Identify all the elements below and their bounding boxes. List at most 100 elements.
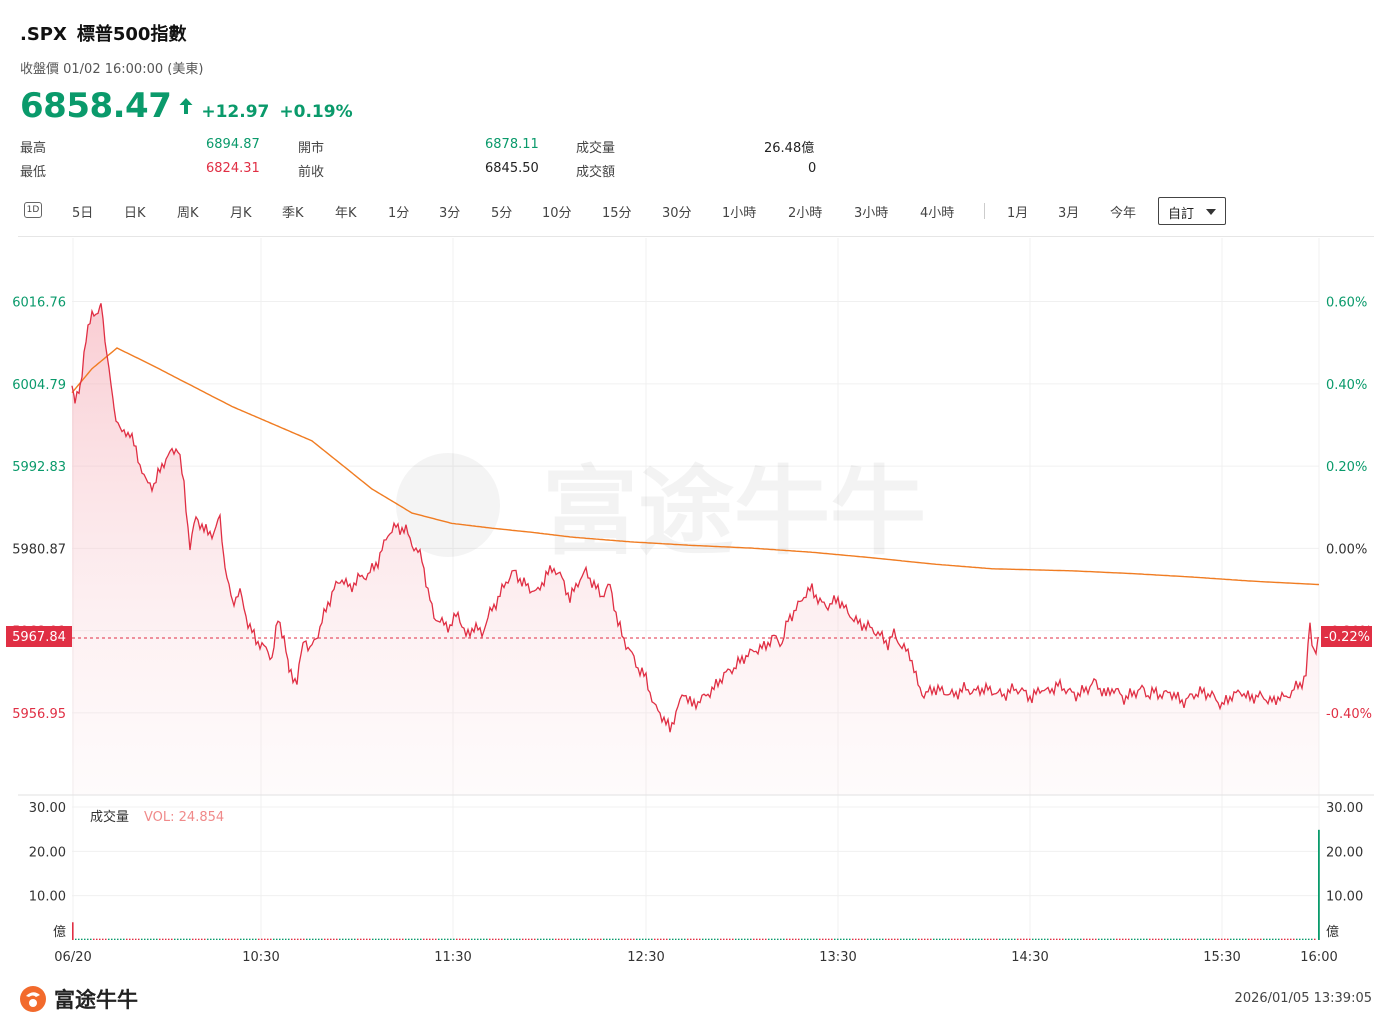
volume-bar — [759, 938, 761, 940]
volume-bar — [585, 938, 587, 940]
open-value: 6878.11 — [485, 137, 539, 152]
volume-bar — [84, 938, 86, 940]
volume-bar — [1164, 938, 1166, 940]
volume-bar — [1215, 938, 1217, 940]
volume-bar — [1173, 938, 1175, 940]
volume-bar — [210, 938, 212, 940]
volume-bar — [570, 938, 572, 940]
volume-bar — [108, 938, 110, 940]
x-tick-label: 11:30 — [434, 950, 471, 965]
volume-bar — [1266, 938, 1268, 940]
period-item[interactable]: 年K — [335, 206, 357, 221]
volume-bar — [1023, 938, 1025, 940]
volume-bar — [426, 938, 428, 940]
period-item[interactable]: 月K — [230, 206, 252, 221]
range-item[interactable]: 1月 — [1007, 206, 1029, 221]
volume-bar — [690, 938, 692, 940]
volume-bar — [840, 938, 842, 940]
volume-pane: 30.00 30.00 20.00 20.00 10.00 10.00 億 億 — [29, 801, 1363, 940]
volume-bar — [987, 938, 989, 940]
period-item[interactable]: 15分 — [602, 206, 632, 221]
y-tick-label: 6004.79 — [12, 378, 66, 393]
volume-bar — [624, 938, 626, 940]
volume-bar — [516, 938, 518, 940]
period-item[interactable]: 周K — [177, 206, 199, 221]
volume-bar — [654, 938, 656, 940]
volume-bar — [1182, 938, 1184, 940]
period-item[interactable]: 日K — [124, 206, 146, 221]
intraday-icon[interactable]: 1D — [24, 202, 42, 218]
volume-bar — [477, 938, 479, 940]
range-item[interactable]: 3月 — [1058, 206, 1080, 221]
volume-bar — [837, 938, 839, 940]
volume-bar — [681, 938, 683, 940]
volume-bar — [1236, 938, 1238, 940]
volume-bar — [1185, 938, 1187, 940]
period-item[interactable]: 10分 — [542, 206, 572, 221]
volume-bar — [789, 938, 791, 940]
volume-bar — [381, 938, 383, 940]
volume-bar — [756, 938, 758, 940]
volume-bar — [87, 938, 89, 940]
volume-bar — [198, 938, 200, 940]
volume-bar — [1308, 938, 1310, 940]
range-item[interactable]: 今年 — [1110, 206, 1137, 221]
volume-bar — [537, 938, 539, 940]
volume-bar — [315, 938, 317, 940]
period-item[interactable]: 5分 — [491, 206, 513, 221]
volume-bar — [657, 938, 659, 940]
volume-bar — [258, 938, 260, 940]
volume-bar — [339, 938, 341, 940]
x-tick-label: 14:30 — [1011, 950, 1048, 965]
volume-bar — [294, 938, 296, 940]
volume-bar — [990, 938, 992, 940]
volume-bar — [522, 938, 524, 940]
period-item[interactable]: 5日 — [72, 206, 94, 221]
volume-bar — [1047, 938, 1049, 940]
custom-range-dropdown[interactable]: 自訂 — [1158, 197, 1226, 225]
y-tick-pct-label: 0.00% — [1326, 542, 1367, 557]
volume-bar — [1209, 938, 1211, 940]
period-item[interactable]: 季K — [282, 206, 304, 221]
volume-bar — [219, 938, 221, 940]
period-item[interactable]: 1分 — [388, 206, 410, 221]
volume-bar — [432, 938, 434, 940]
volume-bar — [159, 938, 161, 940]
volume-bar — [183, 938, 185, 940]
volume-bar — [255, 938, 257, 940]
volume-bar — [1140, 938, 1142, 940]
period-item[interactable]: 2小時 — [788, 206, 823, 221]
volume-bar — [78, 938, 80, 940]
period-item[interactable]: 1小時 — [722, 206, 757, 221]
period-item[interactable]: 3分 — [439, 206, 461, 221]
volume-bar — [309, 938, 311, 940]
volume-bar — [651, 938, 653, 940]
volume-bar — [879, 938, 881, 940]
period-item[interactable]: 4小時 — [920, 206, 955, 221]
volume-bar — [465, 938, 467, 940]
volume-bar — [180, 938, 182, 940]
volume-bar — [711, 938, 713, 940]
period-item[interactable]: 30分 — [662, 206, 692, 221]
volume-bar — [438, 938, 440, 940]
volume-bar — [216, 938, 218, 940]
volume-bar — [483, 938, 485, 940]
volume-bar — [1035, 938, 1037, 940]
volume-bar — [105, 938, 107, 940]
volume-bar — [972, 938, 974, 940]
volume-bar-last — [1318, 829, 1320, 940]
volume-bar — [192, 938, 194, 940]
volume-bar — [357, 938, 359, 940]
volume-y-tick-right: 10.00 — [1326, 890, 1363, 905]
volume-bar — [963, 938, 965, 940]
x-tick-label: 06/20 — [54, 950, 91, 965]
volume-bar — [699, 938, 701, 940]
volume-bar — [1281, 938, 1283, 940]
volume-bar — [462, 938, 464, 940]
period-item[interactable]: 3小時 — [854, 206, 889, 221]
volume-bar — [102, 938, 104, 940]
volume-bar — [1233, 938, 1235, 940]
volume-bar — [735, 938, 737, 940]
volume-bar — [1155, 938, 1157, 940]
